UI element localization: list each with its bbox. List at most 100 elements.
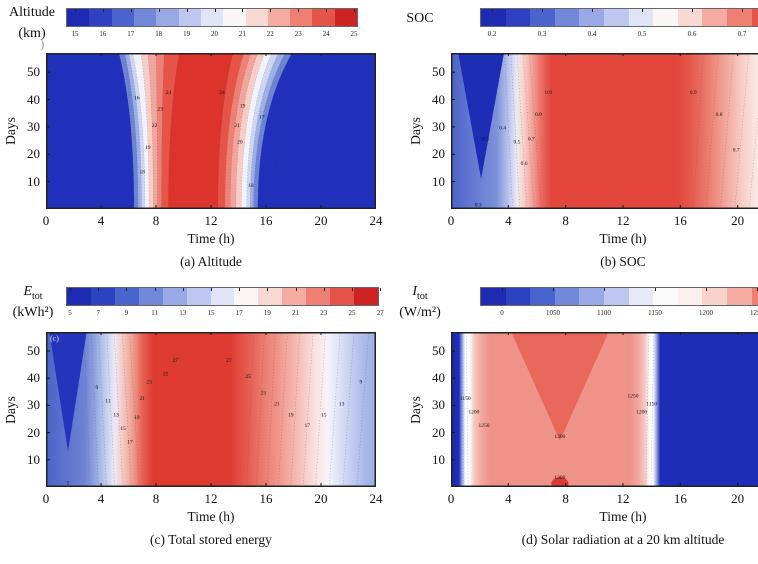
- colorbar-segment: [604, 288, 629, 305]
- colorbar-segment: [162, 288, 187, 305]
- colorbar-tick-label: 9: [124, 309, 129, 317]
- x-tick-label: 12: [616, 213, 630, 228]
- y-tick-label: 40: [27, 370, 40, 386]
- y-tick-label: 20: [432, 146, 445, 162]
- colorbar-segment: [481, 9, 506, 26]
- colorbar: [480, 8, 758, 27]
- svg-text:0.3: 0.3: [482, 137, 489, 143]
- x-axis-label: Time (h): [187, 231, 235, 246]
- colorbar-tick-mark: [158, 9, 160, 12]
- colorbar-segment: [138, 288, 163, 305]
- colorbar-segment: [282, 288, 307, 305]
- y-tick-label: 20: [27, 146, 40, 162]
- colorbar-tick-label: 25: [348, 309, 356, 317]
- svg-text:0.4: 0.4: [499, 126, 506, 132]
- x-tick-label: 4: [97, 213, 105, 228]
- x-tick-label: 12: [204, 213, 218, 228]
- colorbar-tick-mark: [186, 9, 188, 12]
- y-tick-label: 30: [432, 397, 445, 413]
- colorbar-segment: [530, 288, 555, 305]
- colorbar-tick-label: 19: [183, 30, 191, 38]
- colorbar-label-unit: (W/m²): [399, 304, 441, 320]
- svg-text:0.8: 0.8: [716, 112, 723, 118]
- colorbar-tick-mark: [492, 9, 493, 12]
- colorbar-tick-mark: [592, 9, 593, 12]
- colorbar-label-soc: SOC: [392, 11, 448, 32]
- colorbar-tick-label: 0: [500, 309, 504, 317]
- colorbar-tick-label: 0.4: [587, 30, 597, 38]
- contour-plot: 0.9 0.9 0.8 0.8 0.7 0.7 0.6 0.5 0.4 0.3 0.3: [451, 53, 758, 209]
- colorbar-tick-label: 24: [322, 30, 330, 38]
- x-tick-label: 20: [731, 213, 745, 228]
- y-tick-label: 50: [27, 64, 40, 80]
- svg-text:22: 22: [152, 123, 158, 129]
- colorbar-tick-label: 15: [71, 30, 79, 38]
- colorbar-tick-mark: [102, 9, 104, 12]
- colorbar-segment: [354, 288, 378, 305]
- colorbar-tick-label: 19: [263, 309, 271, 317]
- colorbar-segment: [702, 9, 728, 26]
- colorbar-label-energy: Etot (kWh²): [2, 284, 64, 321]
- colorbar-label-unit: (kWh²): [12, 304, 54, 320]
- colorbar-segment: [186, 288, 211, 305]
- colorbar-tick-mark: [267, 288, 269, 291]
- y-axis-label: Days: [3, 117, 18, 145]
- colorbar-tick-mark: [126, 288, 128, 291]
- colorbar-segment: [579, 9, 605, 26]
- svg-text:0.8: 0.8: [535, 112, 542, 118]
- y-tick-label: 10: [27, 173, 40, 189]
- svg-text:16: 16: [134, 96, 140, 102]
- x-tick-label: 0: [42, 213, 50, 228]
- svg-text:19: 19: [134, 415, 140, 421]
- x-axis-label: Time (h): [599, 231, 647, 246]
- x-tick-label: 8: [562, 213, 569, 228]
- contour-plot: 1150 1200 1250 1300 1300 1250 1200 1150: [451, 332, 758, 487]
- colorbar-label-text: I: [412, 284, 418, 299]
- colorbar-label-irradiance: Itot (W/m²): [390, 284, 450, 321]
- colorbar-tick-mark: [270, 9, 272, 12]
- colorbar-segment: [290, 9, 313, 26]
- svg-text:0.7: 0.7: [733, 148, 740, 154]
- colorbar-segment: [245, 9, 268, 26]
- colorbar-tick-mark: [211, 288, 212, 291]
- colorbar-tick-label: 21: [238, 30, 246, 38]
- colorbar-segment: [653, 288, 678, 305]
- x-tick-label: 20: [314, 213, 328, 228]
- svg-text:0.5: 0.5: [513, 139, 520, 145]
- x-tick-label: 24: [369, 491, 383, 506]
- svg-text:21: 21: [234, 123, 240, 129]
- colorbar-tick-label: 13: [179, 309, 187, 317]
- colorbar-tick-mark: [692, 9, 693, 12]
- colorbar-segment: [210, 288, 235, 305]
- colorbar-tick-mark: [542, 9, 543, 12]
- y-tick-label: 20: [432, 424, 445, 440]
- svg-text:1300: 1300: [554, 475, 565, 481]
- x-tick-label: 8: [152, 213, 160, 228]
- colorbar-tick-mark: [239, 288, 241, 291]
- y-tick-label: 10: [27, 451, 40, 467]
- colorbar-tick-mark: [75, 9, 76, 12]
- colorbar-segment: [334, 9, 358, 26]
- colorbar-segment: [677, 288, 703, 305]
- colorbar-tick-label: 5: [68, 309, 72, 317]
- svg-text:11: 11: [105, 399, 111, 405]
- x-tick-label: 24: [369, 213, 383, 228]
- colorbar-tick-mark: [242, 9, 244, 12]
- x-tick-label: 4: [505, 213, 512, 228]
- svg-text:1250: 1250: [628, 393, 639, 399]
- colorbar-tick-mark: [742, 9, 743, 12]
- panel-caption: (b) SOC: [600, 254, 646, 269]
- colorbar-segment: [727, 9, 752, 26]
- colorbar-tick-label: 1200: [699, 309, 713, 317]
- colorbar-tick-mark: [604, 288, 605, 291]
- colorbar-tick-mark: [553, 288, 554, 291]
- svg-text:17: 17: [259, 115, 265, 121]
- svg-text:5: 5: [67, 480, 70, 486]
- x-tick-label: 16: [259, 213, 273, 228]
- svg-text:15: 15: [120, 426, 126, 432]
- colorbar-label-text: Altitude: [9, 5, 55, 20]
- colorbar-segment: [67, 9, 90, 26]
- colorbar-segment: [234, 288, 259, 305]
- svg-text:27: 27: [173, 358, 179, 364]
